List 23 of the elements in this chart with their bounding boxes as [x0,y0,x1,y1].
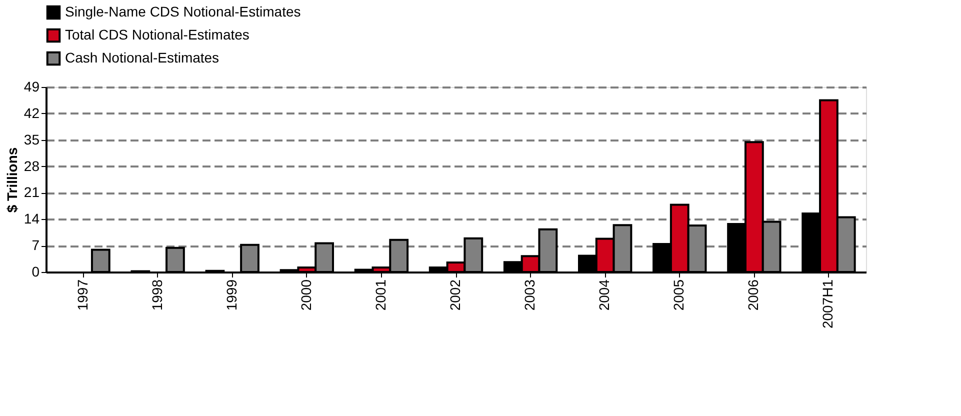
x-tick-label: 1997 [74,279,90,311]
y-axis-title: $ Trillions [4,147,20,213]
y-tick-label: 35 [24,131,40,148]
x-tick-label: 1999 [223,279,240,311]
y-tick-label: 28 [24,158,40,174]
y-tick-label: 42 [24,104,40,121]
y-tick-label: 0 [32,264,40,280]
x-tick-label: 2003 [522,279,538,311]
x-tick-label: 1998 [148,279,165,311]
x-tick-label: 2000 [298,279,314,311]
y-tick-label: 14 [24,210,40,227]
x-tick-label: 2001 [372,279,388,311]
x-tick-label: 2007H1 [820,279,836,329]
x-tick-label: 2005 [670,279,687,311]
x-tick-label: 2006 [745,279,762,311]
x-tick-label: 2002 [447,279,463,311]
y-tick-label: 49 [24,78,40,94]
legend-label: Cash Notional-Estimates [65,50,220,66]
x-tick-label: 2004 [596,279,612,311]
y-tick-label: 21 [24,184,40,200]
y-tick-label: 7 [32,237,40,254]
legend-label: Single-Name CDS Notional-Estimates [65,4,301,20]
legend-label: Total CDS Notional-Estimates [65,26,250,42]
